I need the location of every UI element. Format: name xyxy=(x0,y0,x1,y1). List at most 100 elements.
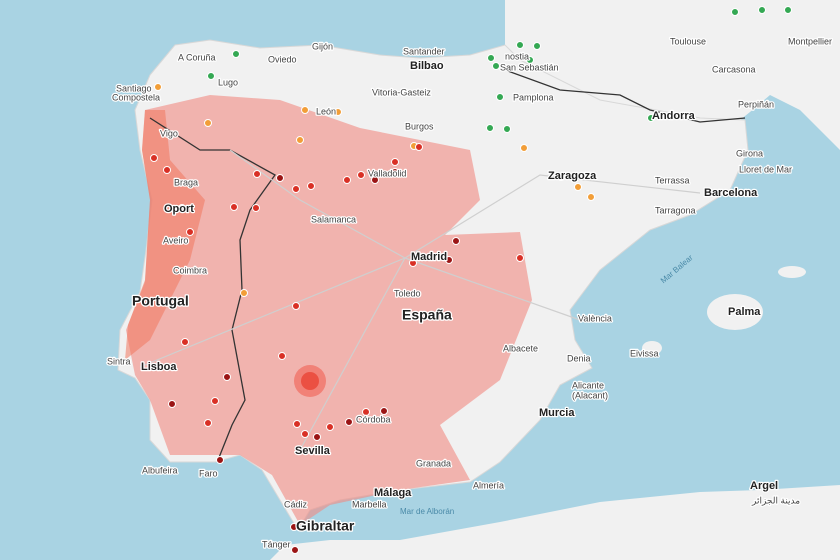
marker[interactable] xyxy=(313,433,321,441)
city-label: Zaragoza xyxy=(548,170,597,182)
marker[interactable] xyxy=(290,523,298,531)
city-label: Denia xyxy=(567,353,591,363)
marker[interactable] xyxy=(278,352,286,360)
marker[interactable] xyxy=(415,143,423,151)
marker[interactable] xyxy=(533,42,541,50)
marker[interactable] xyxy=(334,108,342,116)
marker[interactable] xyxy=(154,83,162,91)
road xyxy=(229,149,406,259)
country-label: Gibraltar xyxy=(296,518,355,534)
marker[interactable] xyxy=(276,174,284,182)
marker[interactable] xyxy=(178,204,186,212)
marker[interactable] xyxy=(557,173,565,181)
marker[interactable] xyxy=(731,8,739,16)
city-label: Vigo xyxy=(160,128,178,138)
city-label: Lloret de Mar xyxy=(739,164,792,174)
marker[interactable] xyxy=(520,144,528,152)
marker[interactable] xyxy=(186,228,194,236)
marker[interactable] xyxy=(503,125,511,133)
sea-label: Mar de Alborán xyxy=(400,507,454,516)
city-label: Toulouse xyxy=(670,36,706,46)
border xyxy=(149,117,276,461)
marker[interactable] xyxy=(758,6,766,14)
marker[interactable] xyxy=(445,256,453,264)
marker[interactable] xyxy=(181,338,189,346)
marker[interactable] xyxy=(516,41,524,49)
city-label: Montpellier xyxy=(788,36,832,46)
marker[interactable] xyxy=(362,408,370,416)
city-label: Marbella xyxy=(352,499,387,509)
marker[interactable] xyxy=(301,430,309,438)
marker[interactable] xyxy=(487,54,495,62)
city-label: Alicante xyxy=(572,380,604,390)
marker[interactable] xyxy=(253,170,261,178)
city-label: Santander xyxy=(403,46,445,56)
marker[interactable] xyxy=(391,168,399,176)
marker[interactable] xyxy=(163,166,171,174)
marker[interactable] xyxy=(492,62,500,70)
marker[interactable] xyxy=(292,302,300,310)
marker[interactable] xyxy=(223,373,231,381)
marker[interactable] xyxy=(240,289,248,297)
marker[interactable] xyxy=(516,254,524,262)
marker[interactable] xyxy=(574,183,582,191)
city-label: Granada xyxy=(416,458,451,468)
city-label: مدينة الجزائر xyxy=(751,495,800,506)
marker[interactable] xyxy=(371,176,379,184)
border xyxy=(504,69,746,123)
africa-land xyxy=(270,485,840,560)
marker[interactable] xyxy=(211,397,219,405)
marker[interactable] xyxy=(380,407,388,415)
marker[interactable] xyxy=(357,171,365,179)
marker[interactable] xyxy=(496,93,504,101)
marker[interactable] xyxy=(587,193,595,201)
city-label: Lugo xyxy=(218,77,238,87)
city-label: Tarragona xyxy=(655,205,696,215)
marker[interactable] xyxy=(204,419,212,427)
marker[interactable] xyxy=(150,154,158,162)
marker[interactable] xyxy=(409,259,417,267)
marker[interactable] xyxy=(296,136,304,144)
marker[interactable] xyxy=(452,237,460,245)
city-label: Córdoba xyxy=(356,414,391,424)
marker[interactable] xyxy=(292,185,300,193)
city-label: Sintra xyxy=(107,356,131,366)
marker[interactable] xyxy=(326,423,334,431)
city-label: València xyxy=(578,313,612,323)
city-label: Eivissa xyxy=(630,348,659,358)
marker[interactable] xyxy=(168,400,176,408)
marker[interactable] xyxy=(784,6,792,14)
marker[interactable] xyxy=(232,50,240,58)
city-label: Pamplona xyxy=(513,92,554,102)
marker[interactable] xyxy=(307,182,315,190)
marker[interactable] xyxy=(526,56,534,64)
marker[interactable] xyxy=(293,420,301,428)
country-label: España xyxy=(402,307,452,323)
city-label: Albacete xyxy=(503,343,538,353)
marker[interactable] xyxy=(301,106,309,114)
marker[interactable] xyxy=(252,204,260,212)
city-label: Tánger xyxy=(262,539,291,549)
marker[interactable] xyxy=(216,456,224,464)
marker[interactable] xyxy=(345,418,353,426)
city-label: Lisboa xyxy=(141,361,177,373)
city-label: Santiago xyxy=(116,83,152,93)
location xyxy=(301,372,319,390)
city-label: Bilbao xyxy=(410,60,444,72)
city-label: Gijón xyxy=(312,41,333,51)
marker[interactable] xyxy=(486,124,494,132)
marker[interactable] xyxy=(343,176,351,184)
city-label: Oviedo xyxy=(268,54,297,64)
city-label: Girona xyxy=(736,148,763,158)
marker[interactable] xyxy=(204,119,212,127)
marker[interactable] xyxy=(647,114,655,122)
city-label: Braga xyxy=(174,177,198,187)
marker[interactable] xyxy=(207,72,215,80)
marker[interactable] xyxy=(291,546,299,554)
marker[interactable] xyxy=(391,158,399,166)
portugal-coast-band xyxy=(125,110,205,360)
city-label: A Coruña xyxy=(178,52,216,62)
marker[interactable] xyxy=(230,203,238,211)
roads xyxy=(139,149,701,451)
